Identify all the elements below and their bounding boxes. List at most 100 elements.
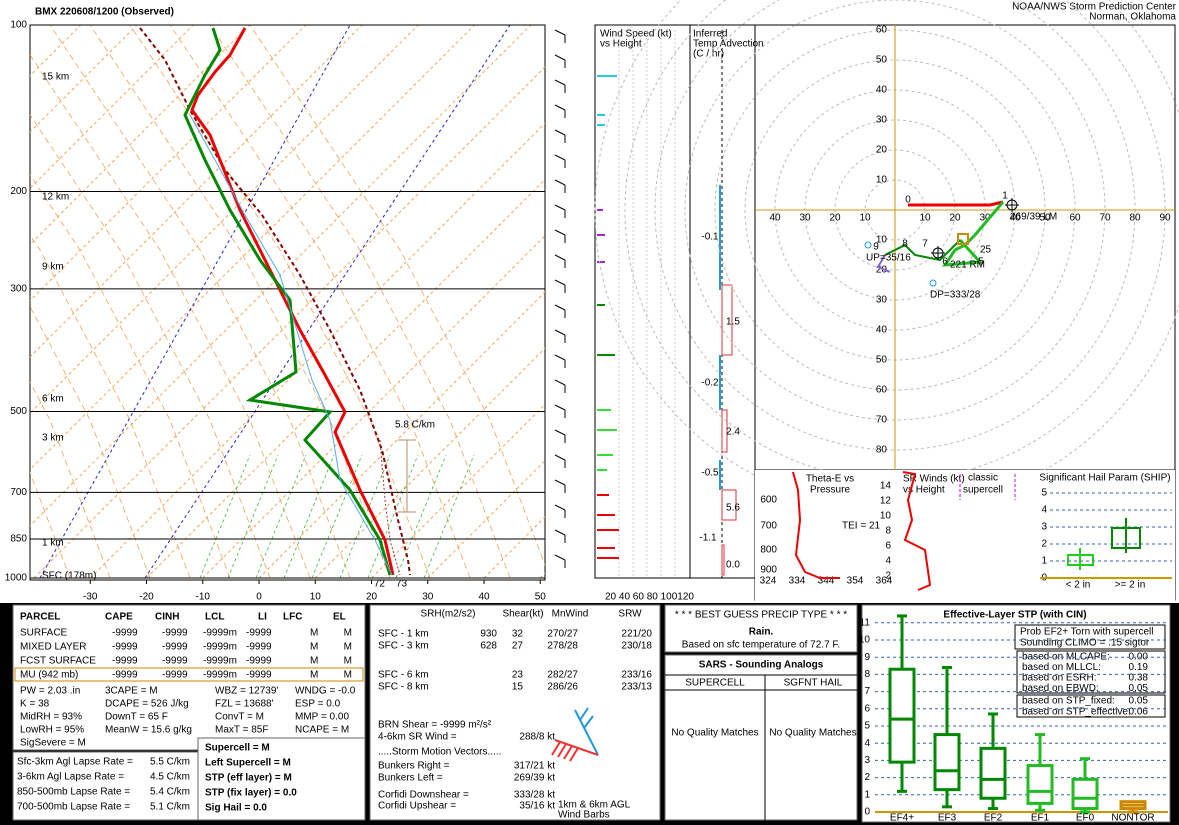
temp-label: 50 (535, 592, 547, 603)
hodo-y-label: 30 (876, 295, 888, 306)
parcel-cell: -9999 (162, 628, 188, 639)
isotherm (146, 178, 545, 579)
stp-box-plot (1026, 764, 1054, 805)
parcel-cell: -9999m (203, 628, 237, 639)
index: SigSevere = M (20, 738, 86, 749)
parcel-header: CINH (155, 612, 179, 623)
hodo-x-label: 20 (829, 213, 841, 224)
mixing-ratio (199, 454, 251, 579)
parcel-cell: -9999m (203, 670, 237, 681)
parcel-cell: M (344, 670, 352, 681)
speed-ticks: 20 40 60 80 100120 (605, 592, 694, 603)
lapse-label: Sfc-3km Agl Lapse Rate = (17, 757, 133, 768)
index: FZL = 13688' (215, 699, 274, 710)
parcel-header: LCL (205, 612, 224, 623)
wind-barb (554, 154, 566, 161)
parcel-cell: M (310, 656, 318, 667)
prob-text: Prob EF2+ Torn with supercell (1020, 627, 1154, 638)
hodo-trace (884, 239, 961, 262)
dry-adiabat (30, 471, 71, 579)
reference-line (144, 25, 511, 579)
hodo-y-label: 50 (876, 55, 888, 66)
advection-value: -1.1 (699, 533, 717, 544)
dewpoint-trace (183, 27, 392, 576)
panel-title: vs Height (903, 485, 945, 496)
sars-header: SUPERCELL (685, 678, 745, 689)
theta-y-label: 900 (760, 565, 777, 576)
stp-row: based on STP_effective: (1022, 707, 1131, 718)
stp-cat: EF0 (1076, 813, 1095, 824)
mixing-ratio (227, 454, 279, 579)
kin-cell: 628 (480, 641, 497, 652)
parcel-header: LI (258, 612, 267, 623)
skewt-grid (30, 25, 545, 579)
dry-adiabat (209, 25, 511, 579)
wind-barb (554, 79, 566, 86)
hodo-x-label: 60 (1069, 213, 1081, 224)
lapse-value: 4.5 C/km (150, 772, 190, 783)
theta-x-label: 344 (818, 576, 835, 587)
kin-cell: SFC - 6 km (378, 670, 429, 681)
wind-barb (554, 504, 566, 511)
stp-row: based on MLLCL: (1022, 662, 1101, 673)
kin-header: Shear(kt) (502, 609, 543, 620)
line (583, 715, 594, 729)
stp-cat: EF1 (1031, 813, 1050, 824)
hodo-point-label: 0 (905, 195, 911, 206)
vector-label: Bunkers Left = (378, 773, 443, 784)
vector-value: 269/39 kt (514, 773, 555, 784)
index: NCAPE = M (295, 725, 349, 736)
downdraft-trace (379, 439, 401, 576)
org: NOAA/NWS Storm Prediction Center (1012, 2, 1177, 13)
wind-barb (554, 254, 566, 261)
stp-y-label: 3 (864, 755, 870, 766)
isotherm (30, 25, 419, 414)
downshear: DP=333/28 (930, 290, 981, 301)
line (579, 707, 589, 721)
ship-y-label: 4 (1041, 505, 1047, 516)
vector-value: 317/21 kt (514, 761, 555, 772)
parcel-cell: SURFACE (20, 628, 68, 639)
index: MidRH = 93% (20, 712, 82, 723)
stp-row: based on EBWD: (1022, 683, 1099, 694)
hodo-y-label: 80 (876, 445, 888, 456)
srw-y-label: 12 (880, 496, 892, 507)
wind-barb (554, 379, 566, 386)
kin-cell: 27 (512, 641, 524, 652)
prob-box (1014, 624, 1166, 650)
dry-adiabat (30, 234, 191, 579)
stp-y-label: 5 (864, 721, 870, 732)
hodo-y-label: 70 (876, 415, 888, 426)
hodo-y-label: 40 (876, 85, 888, 96)
kin-header: MnWind (552, 609, 589, 620)
precip-type: Rain. (749, 627, 774, 638)
kin-cell: SFC - 1 km (378, 629, 429, 640)
stp-cat: EF4+ (890, 813, 914, 824)
mixing-ratio (283, 454, 335, 579)
advection-value: 2.4 (726, 427, 740, 438)
temp-label: 0 (256, 592, 262, 603)
ship-cat: >= 2 in (1115, 580, 1146, 591)
pressure-label: 700 (10, 487, 27, 498)
stp-cat: EF3 (938, 813, 957, 824)
parcel-cell: M (310, 628, 318, 639)
hodo-trace (942, 201, 1005, 267)
parcel-trace (139, 27, 411, 576)
index: MeanW = 15.6 g/kg (105, 725, 192, 736)
theta-x-label: 354 (847, 576, 864, 587)
kin-cell: SFC - 3 km (378, 641, 429, 652)
index: ESP = 0.0 (295, 699, 341, 710)
lapse-annotation: 5.8 C/km (395, 420, 435, 431)
parcel-cell: -9999m (203, 656, 237, 667)
temp-label: -30 (83, 592, 98, 603)
kin-cell: 233/13 (621, 682, 652, 693)
index: DownT = 65 F (105, 712, 168, 723)
stp-y-label: 1 (864, 789, 870, 800)
sfc-dewpoint: 72 (374, 579, 386, 590)
srw-tag: classic (968, 473, 998, 484)
line (551, 741, 561, 756)
wind-barb (554, 429, 566, 436)
lapse-value: 5.1 C/km (150, 802, 190, 813)
hodo-x-label: 40 (1009, 213, 1021, 224)
